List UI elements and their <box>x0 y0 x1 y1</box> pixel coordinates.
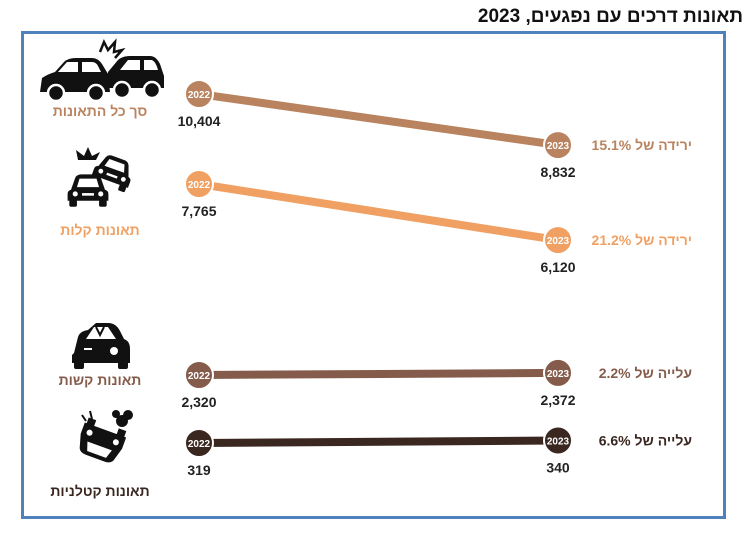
series-name-label: תאונות קטלניות <box>50 483 149 499</box>
page-title: תאונות דרכים עם נפגעים, 2023 <box>477 6 743 27</box>
change-label: עלייה של 2.2% <box>599 365 692 381</box>
series-name-label: תאונות קשות <box>59 372 142 388</box>
data-point <box>184 169 214 199</box>
value-label: 2,372 <box>540 392 575 408</box>
data-point <box>184 79 214 109</box>
chart-frame <box>21 31 726 519</box>
year-marker-label: 2022 <box>188 439 211 450</box>
value-label: 8,832 <box>540 164 575 180</box>
data-point <box>184 428 214 458</box>
overturned-car-icon <box>79 410 133 463</box>
change-label: ירידה של 21.2% <box>592 232 692 248</box>
series-name-label: תאונות קלות <box>60 222 139 238</box>
year-marker-label: 2022 <box>188 180 211 191</box>
minor-crash-icon <box>67 147 137 207</box>
value-label: 340 <box>546 459 570 475</box>
value-label: 6,120 <box>540 259 575 275</box>
year-marker-label: 2023 <box>547 141 570 152</box>
value-label: 10,404 <box>178 113 221 129</box>
series-line <box>195 436 562 447</box>
value-label: 319 <box>187 462 211 478</box>
year-marker-label: 2022 <box>188 90 211 101</box>
change-label: עלייה של 6.6% <box>599 432 692 448</box>
series-line <box>195 368 562 379</box>
series-line <box>195 180 562 245</box>
data-point <box>543 425 573 456</box>
data-point <box>543 225 573 256</box>
year-marker-label: 2023 <box>547 236 570 247</box>
change-label: ירידה של 15.1% <box>592 137 692 153</box>
data-point <box>543 130 573 161</box>
value-label: 7,765 <box>181 203 216 219</box>
car-collision-icon <box>40 38 164 103</box>
data-point <box>184 360 214 390</box>
year-marker-label: 2023 <box>547 369 570 380</box>
value-label: 2,320 <box>181 394 216 410</box>
series-line <box>195 90 562 150</box>
series-name-label: סך כל התאונות <box>53 103 148 119</box>
year-marker-label: 2023 <box>547 436 570 447</box>
year-marker-label: 2022 <box>188 371 211 382</box>
data-point <box>543 357 573 388</box>
wrecked-car-icon <box>72 323 130 369</box>
